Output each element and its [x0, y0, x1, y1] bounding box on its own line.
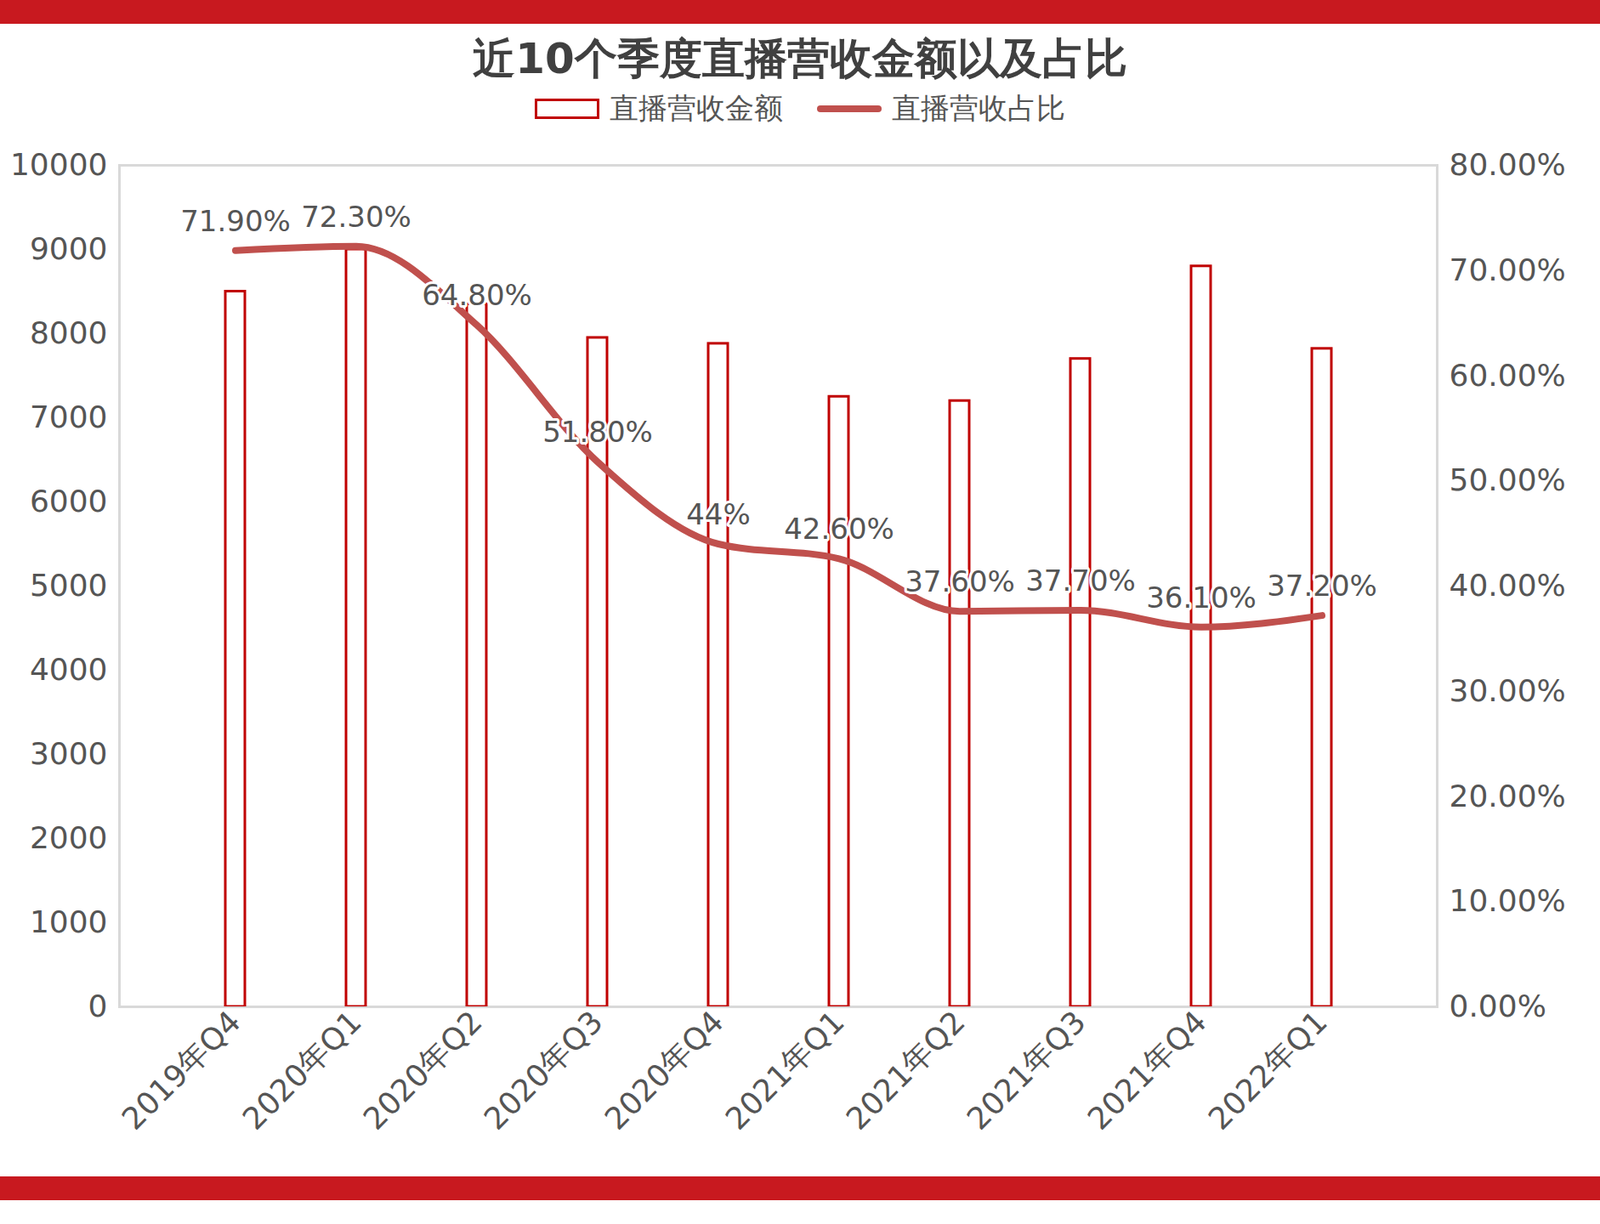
svg-text:64.80%: 64.80%	[421, 278, 533, 313]
svg-text:2021年Q2: 2021年Q2	[839, 1004, 971, 1136]
svg-text:2000: 2000	[29, 820, 108, 856]
svg-text:4000: 4000	[29, 652, 108, 687]
svg-text:2020年Q1: 2020年Q1	[235, 1004, 368, 1136]
svg-text:70.00%: 70.00%	[1449, 252, 1566, 288]
svg-text:37.70%: 37.70%	[1025, 563, 1136, 598]
svg-text:37.60%: 37.60%	[904, 564, 1016, 599]
svg-text:2020年Q2: 2020年Q2	[356, 1004, 488, 1136]
html-text:直播营收占比: 直播营收占比	[891, 90, 1066, 125]
svg-text:2020年Q4: 2020年Q4	[597, 1004, 730, 1136]
html-text:直播营收金额: 直播营收金额	[609, 90, 783, 125]
svg-text:71.90%: 71.90%	[180, 204, 291, 239]
svg-text:80.00%: 80.00%	[1449, 147, 1566, 182]
svg-text:1000: 1000	[29, 904, 108, 940]
svg-text:30.00%: 30.00%	[1449, 673, 1566, 709]
svg-text:6000: 6000	[29, 483, 108, 519]
svg-text:2019年Q4: 2019年Q4	[114, 1004, 247, 1136]
svg-text:42.60%: 42.60%	[783, 511, 895, 546]
svg-text:72.30%: 72.30%	[300, 199, 412, 234]
svg-text:51.80%: 51.80%	[542, 414, 653, 449]
svg-text:10.00%: 10.00%	[1449, 883, 1566, 919]
svg-text:60.00%: 60.00%	[1449, 357, 1566, 393]
svg-text:20.00%: 20.00%	[1449, 778, 1566, 814]
svg-text:2021年Q4: 2021年Q4	[1080, 1004, 1213, 1136]
svg-text:9000: 9000	[29, 231, 108, 267]
html-text:近10个季度直播营收金额以及占比: 近10个季度直播营收金额以及占比	[472, 34, 1128, 84]
svg-text:40.00%: 40.00%	[1449, 567, 1566, 603]
svg-text:2022年Q1: 2022年Q1	[1201, 1004, 1334, 1136]
svg-text:2021年Q3: 2021年Q3	[959, 1004, 1092, 1136]
svg-text:8000: 8000	[29, 315, 108, 351]
svg-text:7000: 7000	[29, 399, 108, 435]
svg-text:44%: 44%	[686, 497, 751, 532]
svg-text:50.00%: 50.00%	[1449, 462, 1566, 498]
svg-text:0: 0	[88, 988, 108, 1024]
svg-text:37.20%: 37.20%	[1266, 568, 1378, 603]
svg-text:5000: 5000	[29, 567, 108, 603]
svg-text:3000: 3000	[29, 736, 108, 772]
svg-text:10000: 10000	[10, 147, 108, 182]
svg-text:2021年Q1: 2021年Q1	[718, 1004, 851, 1136]
svg-text:0.00%: 0.00%	[1449, 988, 1547, 1024]
svg-text:36.10%: 36.10%	[1146, 580, 1257, 615]
svg-text:2020年Q3: 2020年Q3	[476, 1004, 609, 1136]
